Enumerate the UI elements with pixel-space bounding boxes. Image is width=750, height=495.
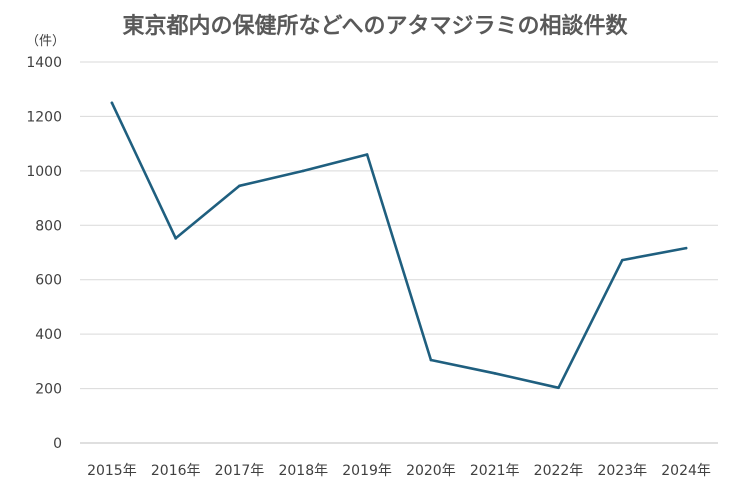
series-line bbox=[110, 101, 688, 390]
y-tick-label: 800 bbox=[35, 218, 62, 234]
data-point bbox=[365, 153, 369, 156]
x-tick-label: 2024年 bbox=[661, 463, 711, 479]
data-point bbox=[621, 258, 624, 262]
x-tick-label: 2023年 bbox=[597, 463, 647, 479]
x-tick-label: 2021年 bbox=[470, 463, 520, 479]
data-point bbox=[110, 101, 114, 105]
chart-title: 東京都内の保健所などへのアタマジラミの相談件数 bbox=[122, 14, 628, 39]
x-tick-label: 2020年 bbox=[406, 463, 456, 479]
x-tick-label: 2022年 bbox=[534, 463, 584, 479]
x-tick-label: 2016年 bbox=[151, 463, 201, 479]
series-layer bbox=[110, 101, 688, 390]
y-tick-label: 1000 bbox=[26, 164, 62, 180]
y-axis-unit-label: （件） bbox=[26, 34, 66, 49]
y-tick-label: 600 bbox=[35, 273, 62, 289]
data-point bbox=[493, 372, 497, 375]
gridlines bbox=[80, 61, 718, 444]
x-tick-label: 2018年 bbox=[278, 463, 328, 479]
data-point bbox=[238, 184, 241, 188]
data-point bbox=[429, 358, 433, 362]
y-tick-label: 1200 bbox=[26, 109, 62, 125]
data-point bbox=[557, 386, 560, 390]
x-tick-label: 2017年 bbox=[215, 463, 265, 479]
x-tick-label: 2019年 bbox=[342, 463, 392, 479]
x-axis-ticks: 2015年 2016年 2017年 2018年 2019年 2020年 2021年 2022年… bbox=[87, 463, 711, 479]
y-tick-label: 200 bbox=[35, 382, 62, 398]
data-point bbox=[684, 246, 688, 250]
y-tick-label: 400 bbox=[35, 327, 62, 343]
y-axis-ticks: 0 200 400 600 800 1000 1200 1400 bbox=[26, 55, 62, 452]
data-point bbox=[302, 169, 305, 173]
y-tick-label: 1400 bbox=[26, 55, 62, 71]
x-tick-label: 2015年 bbox=[87, 463, 137, 479]
data-point bbox=[174, 237, 177, 240]
y-tick-label: 0 bbox=[53, 436, 62, 452]
